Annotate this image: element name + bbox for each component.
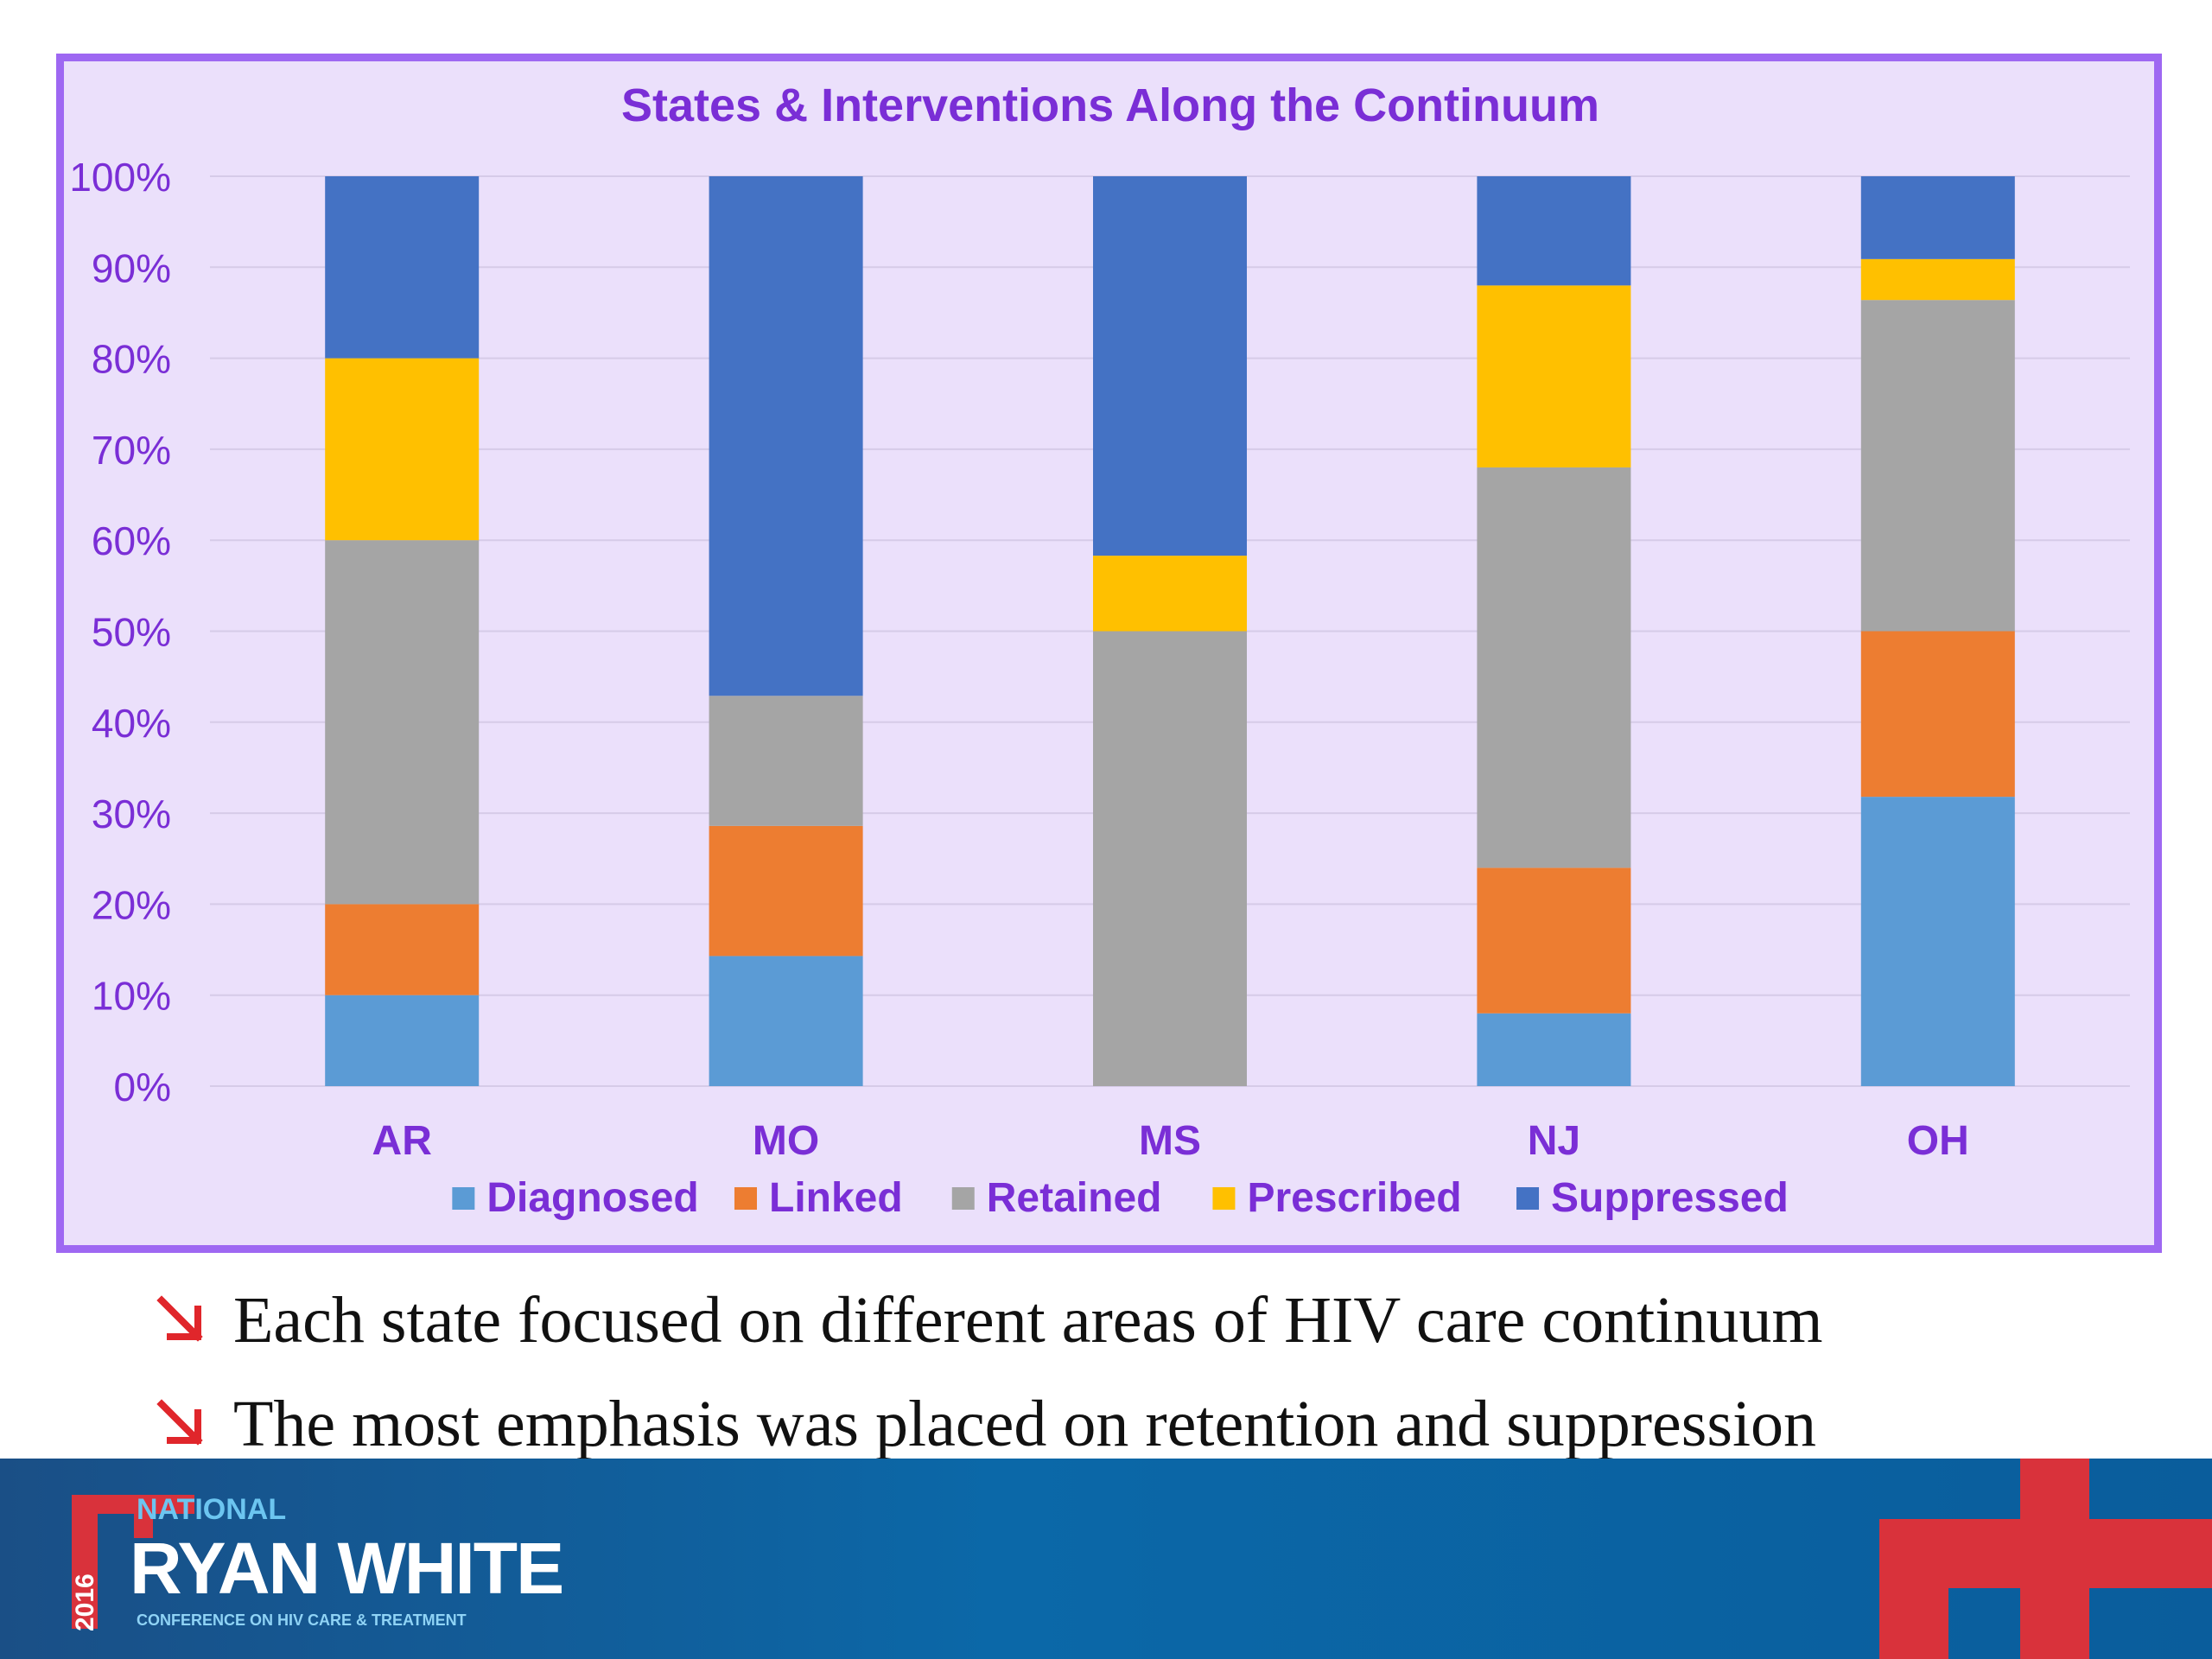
legend-swatch [1212,1187,1236,1210]
bar-segment [1477,1013,1631,1086]
bar-segment [1093,176,1247,556]
logo-national: NATIONAL [137,1493,287,1526]
bar-segment [1860,258,2015,301]
logo-cross-icon [72,1495,194,1629]
x-tick-label: AR [372,1118,432,1164]
y-tick-label: 60% [92,518,171,563]
bar-segment [1477,176,1631,286]
bar-segment [325,176,480,359]
y-tick-label: 90% [92,245,171,290]
arrow-down-right-icon [156,1295,203,1342]
bar-segment [325,358,480,541]
legend-label: Diagnosed [486,1175,698,1221]
x-tick-label: MS [1139,1118,1201,1164]
bar-segment [709,696,863,826]
bullet-text: The most emphasis was placed on retentio… [233,1387,1817,1460]
y-tick-label: 0% [114,1065,171,1109]
bar-segment [325,540,480,905]
bar-segment [1093,631,1247,1086]
x-tick-label: OH [1907,1118,1969,1164]
bar-segment [1477,868,1631,1014]
bar-segment [1860,797,2015,1086]
bullet-item: The most emphasis was placed on retentio… [151,1376,1816,1471]
chart-title: States & Interventions Along the Continu… [621,79,1599,131]
bar-segment [1860,300,2015,632]
bar-segment [709,176,863,696]
x-tick-label: NJ [1528,1118,1580,1164]
y-tick-label: 100% [69,155,171,200]
legend-swatch [452,1187,475,1210]
y-tick-label: 40% [92,701,171,746]
arrow-down-right-icon [156,1399,203,1446]
logo-name: RYAN WHITE [130,1528,564,1609]
bar-segment [709,956,863,1086]
y-tick-label: 20% [92,882,171,927]
y-tick-label: 50% [92,610,171,655]
bar-segment [325,904,480,995]
y-tick-label: 70% [92,428,171,473]
bar-segment [325,995,480,1086]
legend-label: Prescribed [1247,1175,1461,1221]
bullet-item: Each state focused on different areas of… [151,1273,1822,1368]
legend-label: Linked [769,1175,903,1221]
bar-segment [1860,176,2015,259]
legend-label: Retained [987,1175,1162,1221]
bar-segment [1477,467,1631,868]
x-tick-label: MO [753,1118,819,1164]
legend-swatch [1516,1187,1540,1210]
legend-label: Suppressed [1551,1175,1789,1221]
legend-swatch [951,1187,975,1210]
bar-segment [1477,285,1631,467]
y-tick-label: 80% [92,337,171,382]
decorative-cross-icon [1879,1459,2212,1659]
bullet-text: Each state focused on different areas of… [233,1283,1823,1357]
footer-banner: NATIONAL RYAN WHITE CONFERENCE ON HIV CA… [0,1459,2212,1659]
logo-year: 2016 [71,1573,99,1631]
logo-subtitle: CONFERENCE ON HIV CARE & TREATMENT [137,1611,467,1629]
bar-segment [709,825,863,957]
bar-segment [1860,631,2015,798]
y-tick-label: 10% [92,974,171,1019]
legend-swatch [734,1187,757,1210]
bar-segment [1093,556,1247,632]
y-tick-label: 30% [92,791,171,836]
